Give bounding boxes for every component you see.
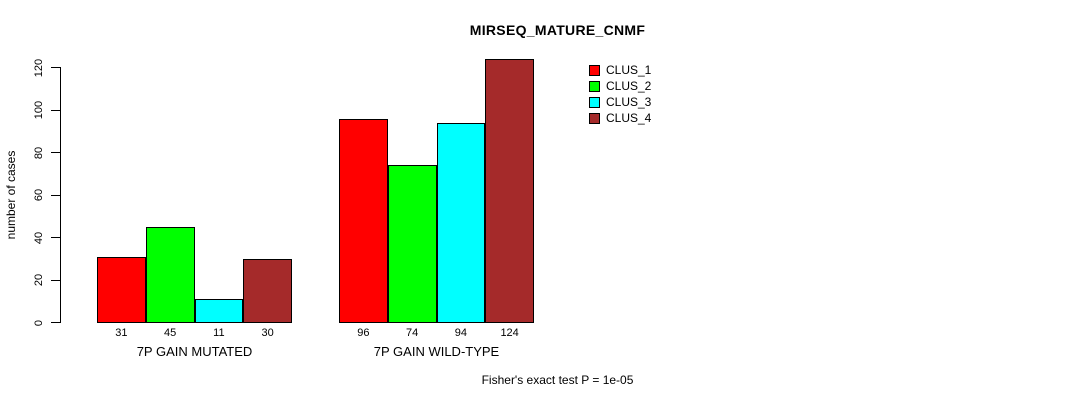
group-label-2: 7P GAIN WILD-TYPE xyxy=(373,343,500,359)
legend-row: CLUS_1 xyxy=(589,62,651,78)
bar-value-label: 45 xyxy=(164,326,177,339)
y-tick-mark xyxy=(51,152,60,153)
legend-swatch-icon xyxy=(589,96,600,108)
bar-clus_3-group2 xyxy=(436,122,486,323)
group-label-1: 7P GAIN MUTATED xyxy=(136,343,253,359)
legend-swatch-icon xyxy=(589,112,600,124)
legend-row: CLUS_2 xyxy=(589,78,651,94)
legend-row: CLUS_3 xyxy=(589,94,651,110)
y-tick-label: 60 xyxy=(33,188,45,202)
bar-clus_4-group2 xyxy=(485,59,534,323)
legend: CLUS_1 CLUS_2 CLUS_3 CLUS_4 xyxy=(589,62,651,126)
legend-label: CLUS_1 xyxy=(606,63,652,77)
bar-value-label: 11 xyxy=(213,326,225,339)
legend-swatch-icon xyxy=(589,64,600,76)
bar-value-label: 94 xyxy=(454,326,467,339)
y-tick-mark xyxy=(51,109,60,111)
bar-value-label: 31 xyxy=(115,326,128,339)
y-tick-mark xyxy=(51,279,60,281)
legend-label: CLUS_4 xyxy=(606,111,652,125)
legend-row: CLUS_4 xyxy=(589,110,651,126)
stat-annotation: Fisher's exact test P = 1e-05 xyxy=(481,373,634,387)
legend-swatch-icon xyxy=(589,80,600,92)
y-tick-label: 80 xyxy=(33,146,45,159)
chart-title: MIRSEQ_MATURE_CNMF xyxy=(469,22,646,38)
bar-value-label: 30 xyxy=(261,326,274,339)
y-tick-label: 20 xyxy=(33,273,45,287)
y-tick-label: 100 xyxy=(33,100,45,120)
legend-label: CLUS_3 xyxy=(606,95,652,109)
bar-value-label: 96 xyxy=(357,326,370,339)
bar-clus_2-group2 xyxy=(387,165,437,323)
y-tick-label: 0 xyxy=(33,319,45,326)
bar-clus_4-group1 xyxy=(243,258,292,323)
y-axis-label: number of cases xyxy=(4,150,18,240)
y-tick-mark xyxy=(51,322,60,323)
bar-clus_1-group2 xyxy=(339,118,388,323)
y-tick-label: 40 xyxy=(33,231,45,244)
y-axis-line xyxy=(60,67,61,323)
y-tick-mark xyxy=(51,67,60,68)
y-tick-mark xyxy=(51,194,60,196)
bar-clus_2-group1 xyxy=(145,226,195,323)
legend-label: CLUS_2 xyxy=(606,79,652,93)
bar-value-label: 74 xyxy=(406,326,419,339)
bar-clus_3-group1 xyxy=(194,299,244,323)
bar-clus_1-group1 xyxy=(97,256,146,323)
y-tick-mark xyxy=(51,237,60,238)
bar-value-label: 124 xyxy=(500,326,519,339)
y-tick-label: 120 xyxy=(33,58,45,77)
